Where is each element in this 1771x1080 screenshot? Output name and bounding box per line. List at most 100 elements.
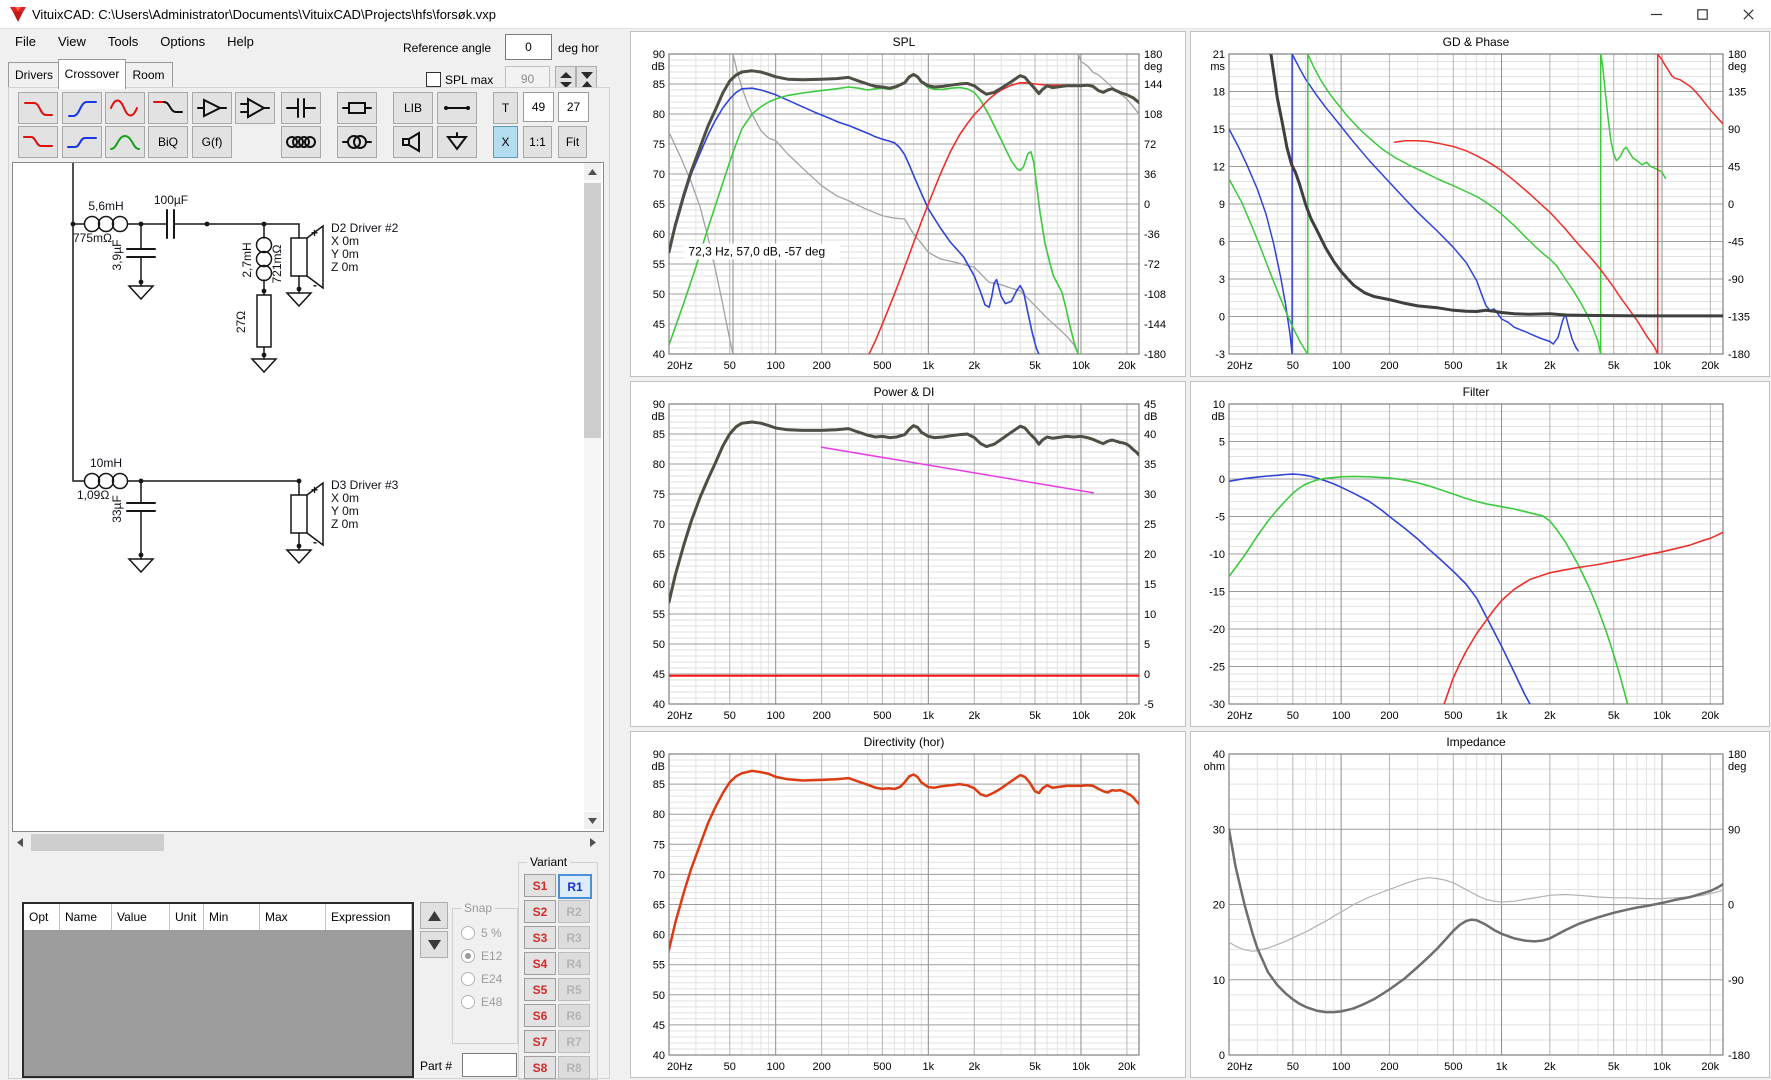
buffer-block-button[interactable] [192, 92, 232, 124]
variant-s3-button[interactable]: S3 [524, 926, 556, 949]
variant-s7-button[interactable]: S7 [524, 1030, 556, 1053]
variant-s5-button[interactable]: S5 [524, 978, 556, 1001]
x-tick-label: 5k [1608, 710, 1620, 722]
snap-option-5[interactable]: 5 % [461, 926, 517, 940]
peak-block-button[interactable] [105, 126, 145, 158]
variant-r5-button[interactable]: R5 [558, 978, 590, 1001]
chart-directivity-hor[interactable]: Directivity (hor) 40 45 50 55 60 65 70 75 80 85 90 d… [630, 731, 1186, 1078]
wire-button[interactable] [437, 92, 477, 124]
menu-help[interactable]: Help [227, 34, 254, 49]
chart-gd-phase[interactable]: GD & Phase -3 0 3 6 9 12 15 18 21 ms -180 -135 -90 -45… [1190, 31, 1770, 377]
bandpass-block-button[interactable] [105, 92, 145, 124]
canvas-hscroll-thumb[interactable] [31, 834, 164, 851]
menu-tools[interactable]: Tools [107, 34, 139, 49]
driver-component-button[interactable] [393, 126, 433, 158]
snap-option-e12[interactable]: E12 [461, 949, 517, 963]
menu-file[interactable]: File [15, 34, 36, 49]
component-driver-d3[interactable] [290, 481, 324, 547]
polarity-ground-button[interactable] [437, 126, 477, 158]
component-capacitor-33uF[interactable] [126, 502, 156, 512]
column-header-max: Max [260, 904, 326, 930]
canvas-vscroll-thumb[interactable] [584, 183, 601, 438]
variant-r2-button[interactable]: R2 [558, 900, 590, 923]
text-tool-button[interactable]: T [493, 92, 518, 124]
resistor-button[interactable] [337, 92, 377, 124]
canvas-scroll-right[interactable] [585, 834, 601, 851]
component-inductor-5.6mH[interactable] [83, 215, 129, 233]
capacitor-button[interactable] [281, 92, 321, 124]
transformer-button[interactable] [337, 126, 377, 158]
variant-r8-button[interactable]: R8 [558, 1056, 590, 1079]
snap-option-e24[interactable]: E24 [461, 972, 517, 986]
schematic-canvas[interactable]: 2,83V 1mΩ 15Ω 12µF 470µH 179mΩ - + D1 Dr… [12, 46, 604, 832]
zoom-one-to-one-button[interactable]: 1:1 [523, 126, 552, 158]
left-tick-label: 9 [1219, 199, 1225, 211]
left-tick-label: 6 [1219, 237, 1225, 249]
chart-impedance[interactable]: Impedance 0 10 20 30 40 ohm -180 -90 0 90 180 deg 20H… [1190, 731, 1770, 1078]
component-driver-d2[interactable] [290, 224, 324, 290]
zoom-fit-button[interactable]: Fit [558, 126, 587, 158]
spl-max-checkbox[interactable] [426, 72, 441, 87]
reference-angle-input[interactable] [505, 34, 552, 60]
parameters-table[interactable]: Opt Name Value Unit Min Max Expression [22, 902, 414, 1078]
left-tick-label: 70 [653, 519, 665, 531]
variant-s1-button[interactable]: S1 [524, 874, 556, 897]
lowshelf-block-button[interactable] [18, 126, 58, 158]
parameters-table-header: Opt Name Value Unit Min Max Expression [24, 904, 412, 931]
inductor-button[interactable] [281, 126, 321, 158]
node-tool-button[interactable]: X [493, 126, 518, 158]
tab-drivers[interactable]: Drivers [8, 62, 60, 87]
component-inductor-2.7mH[interactable] [255, 236, 273, 282]
snap-option-e48[interactable]: E48 [461, 995, 517, 1009]
variant-s6-button[interactable]: S6 [524, 1004, 556, 1027]
component-inductor-10mH[interactable] [83, 472, 129, 490]
part-number-input[interactable] [462, 1053, 517, 1077]
row-down-button[interactable] [420, 931, 448, 958]
grid-rows-field[interactable]: 27 [558, 92, 589, 122]
tab-room[interactable]: Room [124, 62, 173, 87]
library-button[interactable]: LIB [393, 92, 433, 124]
shelf-block-button[interactable] [148, 92, 188, 124]
component-capacitor-100uF[interactable] [166, 209, 175, 239]
minimize-button[interactable] [1633, 0, 1679, 28]
row-up-button[interactable] [420, 902, 448, 929]
component-resistor-27[interactable] [256, 294, 272, 348]
canvas-scroll-left[interactable] [12, 834, 28, 851]
canvas-scroll-up[interactable] [584, 163, 601, 180]
tab-crossover[interactable]: Crossover [58, 59, 126, 89]
variant-r3-button[interactable]: R3 [558, 926, 590, 949]
variant-group-label: Variant [527, 855, 571, 869]
lowpass-block-button[interactable] [18, 92, 58, 124]
amplifier-block-button[interactable] [235, 92, 275, 124]
variant-s8-button[interactable]: S8 [524, 1056, 556, 1079]
maximize-button[interactable] [1679, 0, 1725, 28]
variant-r4-button[interactable]: R4 [558, 952, 590, 975]
grid-columns-field[interactable]: 49 [523, 92, 554, 122]
variant-s4-button[interactable]: S4 [524, 952, 556, 975]
menu-view[interactable]: View [57, 34, 86, 49]
svg-text:721mΩ: 721mΩ [270, 244, 284, 283]
left-tick-label: 50 [653, 639, 665, 651]
highpass-block-button[interactable] [62, 92, 102, 124]
variant-s2-button[interactable]: S2 [524, 900, 556, 923]
svg-text:+: + [311, 226, 318, 240]
x-tick-label: 50 [1287, 710, 1299, 722]
cursor-readout: 72,3 Hz, 57,0 dB, -57 deg [688, 245, 825, 259]
series-on-axis [669, 769, 1139, 951]
highshelf-block-button[interactable] [62, 126, 102, 158]
variant-r7-button[interactable]: R7 [558, 1030, 590, 1053]
variant-r6-button[interactable]: R6 [558, 1004, 590, 1027]
variant-r1-button[interactable]: R1 [558, 874, 592, 899]
chart-filter[interactable]: Filter -30 -25 -20 -15 -10 -5 0 5 10 dB 20Hz 50 100 20… [1190, 381, 1770, 727]
canvas-scroll-down[interactable] [584, 812, 601, 829]
menu-options[interactable]: Options [160, 34, 206, 49]
chart-spl[interactable]: SPL 40 45 50 55 60 65 70 75 80 85 90 dB -180 -144 -108 -… [630, 31, 1186, 377]
series-impedance-phase [1229, 877, 1723, 952]
gain-function-block-button[interactable]: G(f) [192, 126, 232, 158]
component-capacitor-3.9uF[interactable] [126, 248, 156, 258]
chart-power-di[interactable]: Power & DI 40 45 50 55 60 65 70 75 80 85 90 dB -5 0 5 10… [630, 381, 1186, 727]
biquad-block-button[interactable]: BiQ [148, 126, 188, 158]
minimize-icon [1650, 13, 1662, 15]
close-button[interactable] [1725, 0, 1771, 28]
x-tick-label: 200 [812, 1061, 830, 1073]
